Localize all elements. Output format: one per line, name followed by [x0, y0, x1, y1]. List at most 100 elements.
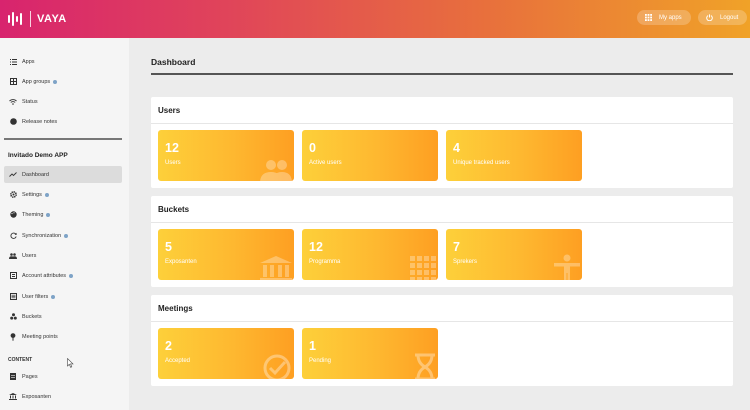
stat-label: Sprekers: [453, 259, 478, 265]
sidebar-item-buckets[interactable]: Buckets: [4, 308, 122, 325]
logout-button[interactable]: Logout: [698, 10, 747, 25]
page-title: Dashboard: [151, 57, 196, 67]
sidebar-item-release-notes[interactable]: Release notes: [4, 113, 122, 130]
sidebar-item-user-filters[interactable]: User filters: [4, 288, 122, 305]
sidebar-app-title: Invitado Demo APP: [8, 152, 68, 159]
sidebar-item-label: Users: [22, 252, 37, 259]
status-dot: [64, 233, 69, 238]
filter-list-icon: [4, 293, 22, 300]
sidebar-item-label: User filters: [22, 293, 49, 300]
stat-card-active-users[interactable]: 0 Active users: [302, 130, 438, 181]
hourglass-icon: [415, 353, 435, 379]
stat-label: Users: [165, 160, 181, 166]
users-icon: [4, 252, 22, 259]
logout-label: Logout: [720, 14, 739, 21]
sidebar-item-status[interactable]: Status: [4, 93, 122, 110]
buckets-icon: [4, 313, 22, 320]
list-icon: [4, 58, 22, 65]
stat-label: Exposanten: [165, 259, 197, 265]
panel-divider: [151, 222, 733, 223]
sidebar-item-dashboard[interactable]: Dashboard: [4, 166, 122, 183]
title-underline: [151, 73, 733, 75]
sidebar-item-label: Account attributes: [22, 272, 67, 279]
mouse-cursor-icon: [67, 358, 74, 368]
stat-card-programma[interactable]: 12 Programma: [302, 229, 438, 280]
wifi-icon: [4, 98, 22, 105]
status-dot: [51, 294, 56, 299]
sidebar-content-title: CONTENT: [8, 357, 33, 363]
grid-icon: [645, 14, 652, 21]
sidebar-item-exposanten[interactable]: Exposanten: [4, 388, 122, 405]
status-dot: [53, 79, 58, 84]
sidebar-item-label: Exposanten: [22, 393, 52, 400]
vaya-logo[interactable]: VAYA: [8, 9, 67, 29]
sidebar-item-theming[interactable]: Theming: [4, 206, 122, 223]
panel-buckets: Buckets 5 Exposanten 12 Programma 7 Spre…: [151, 196, 733, 287]
stat-card-pending[interactable]: 1 Pending: [302, 328, 438, 379]
stat-value: 4: [453, 141, 460, 155]
sync-icon: [4, 232, 22, 239]
stat-card-unique-tracked-users[interactable]: 4 Unique tracked users: [446, 130, 582, 181]
stat-value: 12: [165, 141, 179, 155]
sidebar-item-account-attributes[interactable]: Account attributes: [4, 267, 122, 284]
panel-title: Users: [158, 106, 181, 115]
my-apps-button[interactable]: My apps: [637, 10, 691, 25]
status-dot: [44, 192, 49, 197]
person-icon: [554, 254, 580, 280]
sidebar-item-settings[interactable]: Settings: [4, 186, 122, 203]
stat-value: 12: [309, 240, 323, 254]
sidebar-item-apps[interactable]: Apps: [4, 53, 122, 70]
stat-value: 2: [165, 339, 172, 353]
my-apps-label: My apps: [659, 14, 682, 21]
sidebar-item-label: Apps: [22, 58, 35, 65]
stat-card-sprekers[interactable]: 7 Sprekers: [446, 229, 582, 280]
stat-label: Active users: [309, 160, 342, 166]
sidebar-item-pages[interactable]: Pages: [4, 368, 122, 385]
stat-value: 7: [453, 240, 460, 254]
check-circle-icon: [263, 354, 291, 379]
stat-label: Accepted: [165, 358, 191, 364]
stat-card-users[interactable]: 12 Users: [158, 130, 294, 181]
stat-value: 1: [309, 339, 316, 353]
sidebar-item-label: Settings: [22, 191, 42, 198]
stat-label: Pending: [309, 358, 332, 364]
users-icon: [260, 160, 292, 181]
sidebar-divider: [4, 138, 122, 140]
panel-title: Meetings: [158, 304, 193, 313]
sidebar-item-label: Status: [22, 98, 38, 105]
logo-text: VAYA: [37, 13, 67, 25]
stat-card-accepted[interactable]: 2 Accepted: [158, 328, 294, 379]
contact-card-icon: [4, 272, 22, 279]
top-bar: VAYA My apps Logout: [0, 0, 750, 38]
stat-value: 0: [309, 141, 316, 155]
sidebar-item-label: Pages: [22, 373, 38, 380]
logo-bars-icon: [8, 11, 22, 27]
power-icon: [706, 14, 713, 21]
logo-separator: [30, 11, 31, 27]
status-dot: [46, 212, 51, 217]
trending-icon: [4, 172, 22, 177]
sidebar-item-label: Buckets: [22, 313, 42, 320]
bank-icon: [4, 393, 22, 400]
page-icon: [4, 373, 22, 380]
sidebar-item-label: App groups: [22, 78, 51, 85]
sidebar-item-meeting-points[interactable]: Meeting points: [4, 328, 122, 345]
panel-divider: [151, 321, 733, 322]
sidebar-item-label: Meeting points: [22, 333, 58, 340]
sidebar-item-label: Dashboard: [22, 171, 49, 178]
stat-card-exposanten[interactable]: 5 Exposanten: [158, 229, 294, 280]
grid-icon: [410, 256, 436, 280]
app-groups-icon: [4, 78, 22, 85]
palette-icon: [4, 211, 22, 218]
panel-meetings: Meetings 2 Accepted 1 Pending: [151, 295, 733, 386]
sidebar-item-app-groups[interactable]: App groups: [4, 73, 122, 90]
stat-label: Unique tracked users: [453, 160, 510, 166]
status-dot: [69, 273, 74, 278]
sidebar-item-users[interactable]: Users: [4, 247, 122, 264]
stat-label: Programma: [309, 259, 341, 265]
bank-icon: [260, 256, 292, 280]
stat-value: 5: [165, 240, 172, 254]
sidebar-item-synchronization[interactable]: Synchronization: [4, 227, 122, 244]
pin-icon: [4, 332, 22, 341]
sidebar-item-label: Release notes: [22, 118, 58, 125]
